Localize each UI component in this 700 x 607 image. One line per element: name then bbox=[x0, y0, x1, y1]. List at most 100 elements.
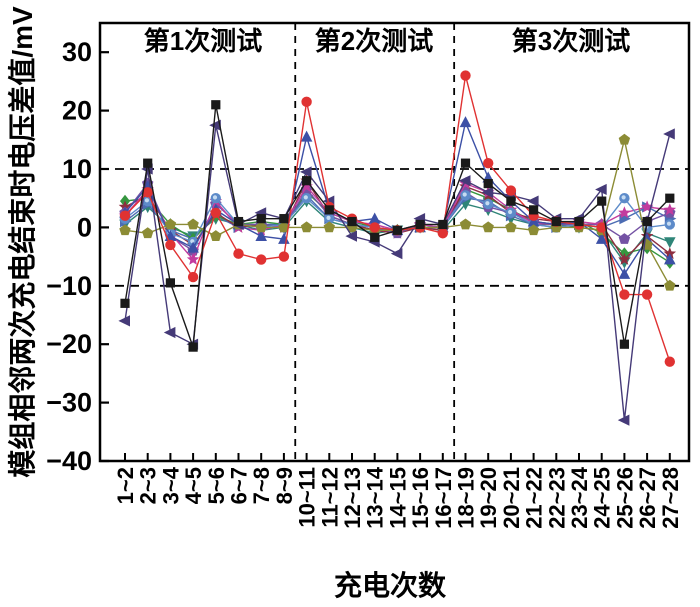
sphere-marker-highlight bbox=[212, 195, 218, 200]
square-marker bbox=[506, 196, 516, 206]
x-tick-label: 10~11 bbox=[295, 467, 320, 528]
pentagon-marker bbox=[505, 221, 517, 233]
x-tick-label: 7~8 bbox=[249, 467, 274, 504]
pentagon-marker bbox=[618, 133, 631, 145]
circle-marker bbox=[142, 187, 153, 198]
x-axis-title: 充电次数 bbox=[334, 569, 447, 601]
circle-marker bbox=[233, 248, 244, 259]
circle-marker bbox=[505, 185, 517, 196]
x-tick-label: 19~20 bbox=[476, 467, 501, 529]
circle-marker bbox=[165, 239, 176, 251]
x-tick-label: 18~19 bbox=[454, 467, 479, 529]
triangle-left-marker bbox=[595, 183, 607, 196]
triangle-up-marker bbox=[300, 130, 313, 142]
triangle-up-marker bbox=[187, 241, 199, 253]
y-tick-label: 30 bbox=[62, 37, 92, 67]
sphere-marker-highlight bbox=[190, 239, 195, 244]
x-tick-label: 2~3 bbox=[136, 467, 161, 504]
triangle-left-marker bbox=[163, 326, 176, 339]
square-marker bbox=[483, 179, 493, 189]
sphere-marker-highlight bbox=[326, 215, 331, 220]
circle-marker bbox=[119, 210, 131, 221]
circle-marker bbox=[187, 271, 199, 283]
x-tick-label: 13~14 bbox=[363, 466, 388, 529]
pentagon-marker bbox=[187, 218, 199, 230]
pentagon-marker bbox=[459, 218, 472, 230]
x-tick-label: 12~13 bbox=[340, 467, 365, 529]
square-marker bbox=[120, 298, 130, 308]
y-axis-title: 模组相邻两次充电结束时电压差值/mV bbox=[6, 6, 38, 478]
pentagon-marker bbox=[255, 221, 267, 233]
square-marker bbox=[324, 205, 334, 215]
test-separators-layer bbox=[294, 23, 456, 461]
triangle-left-marker bbox=[458, 175, 471, 187]
x-tick-label: 16~17 bbox=[431, 467, 456, 529]
circle-marker bbox=[664, 356, 675, 367]
pentagon-marker bbox=[527, 224, 540, 236]
sphere-marker-highlight bbox=[508, 209, 513, 215]
pentagon-marker bbox=[141, 227, 154, 239]
pentagon-marker bbox=[664, 279, 676, 291]
triangle-up-marker bbox=[595, 232, 608, 244]
x-tick-label: 23~24 bbox=[567, 466, 592, 529]
y-tick-label: −10 bbox=[46, 271, 92, 301]
triangle-down-marker bbox=[618, 257, 631, 269]
triangle-up-marker bbox=[664, 253, 676, 265]
triangle-left-marker bbox=[118, 315, 130, 327]
x-tick-label: 6~7 bbox=[227, 467, 252, 504]
triangle-up-marker bbox=[618, 267, 631, 279]
star-marker bbox=[618, 206, 631, 219]
star-marker bbox=[118, 200, 132, 213]
triangle-left-marker bbox=[345, 230, 357, 242]
pentagon-marker bbox=[482, 221, 494, 233]
circle-marker bbox=[301, 96, 312, 108]
square-marker bbox=[233, 216, 244, 227]
triangle-left-marker bbox=[209, 119, 221, 131]
x-tick-label: 1~2 bbox=[113, 467, 138, 504]
y-tick-label: −20 bbox=[46, 329, 92, 359]
x-tick-label: 3~4 bbox=[158, 466, 183, 504]
region-label-test3: 第3次测试 bbox=[512, 26, 630, 56]
x-tick-label: 8~9 bbox=[272, 467, 297, 504]
pentagon-marker bbox=[323, 221, 336, 233]
triangle-left-marker bbox=[527, 195, 539, 207]
y-tick-label: −40 bbox=[46, 446, 92, 476]
triangle-down-marker bbox=[664, 237, 676, 249]
x-tick-label: 22~23 bbox=[544, 467, 569, 529]
circle-marker bbox=[278, 251, 290, 262]
star-marker bbox=[663, 203, 677, 216]
triangle-left-marker bbox=[617, 414, 630, 426]
sphere-marker-highlight bbox=[621, 195, 626, 200]
x-tick-label: 4~5 bbox=[181, 467, 206, 504]
square-marker bbox=[665, 193, 675, 203]
series-layer bbox=[118, 70, 677, 426]
y-tick-label: 10 bbox=[62, 154, 92, 184]
y-tick-label: 0 bbox=[77, 212, 92, 242]
x-tick-label: 26~27 bbox=[635, 467, 660, 529]
star-marker bbox=[640, 200, 654, 213]
triangle-up-marker bbox=[459, 116, 472, 128]
circle-marker bbox=[619, 289, 630, 300]
square-marker bbox=[642, 216, 652, 227]
square-marker bbox=[529, 205, 539, 215]
region-label-test2: 第2次测试 bbox=[315, 26, 433, 56]
x-tick-label: 27~28 bbox=[658, 467, 683, 529]
pentagon-marker bbox=[210, 230, 222, 242]
square-marker bbox=[551, 216, 561, 227]
sphere-marker-highlight bbox=[144, 198, 149, 203]
pentagon-marker bbox=[618, 233, 631, 244]
square-marker bbox=[143, 158, 153, 168]
pentagon-marker bbox=[278, 221, 290, 233]
x-tick-label: 5~6 bbox=[204, 467, 229, 504]
triangle-left-marker bbox=[300, 166, 312, 178]
square-marker bbox=[279, 214, 289, 224]
x-tick-label: 11~12 bbox=[317, 467, 342, 528]
x-tick-label: 14~15 bbox=[385, 467, 410, 529]
circle-marker bbox=[641, 289, 653, 300]
circle-marker bbox=[210, 207, 221, 218]
square-marker bbox=[597, 196, 607, 206]
pentagon-marker bbox=[119, 224, 131, 236]
pentagon-marker bbox=[164, 218, 177, 230]
